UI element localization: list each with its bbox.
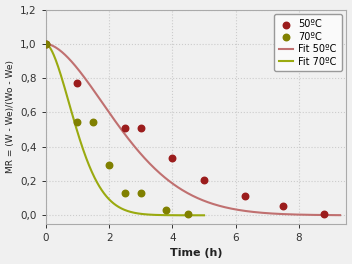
- Fit 70ºC: [106, 197, 111, 200]
- 70ºC: [90, 120, 96, 124]
- 50ºC: [122, 126, 128, 130]
- Fit 70ºC: [143, 213, 147, 216]
- Fit 50ºC: [338, 214, 342, 217]
- 50ºC: [321, 211, 327, 216]
- Fit 50ºC: [229, 207, 233, 210]
- Fit 50ºC: [258, 211, 262, 214]
- 70ºC: [75, 120, 80, 124]
- 70ºC: [122, 191, 128, 195]
- Y-axis label: MR = (W - We)/(Wo - We): MR = (W - We)/(Wo - We): [6, 60, 14, 173]
- Fit 70ºC: [95, 181, 100, 185]
- Fit 70ºC: [158, 214, 162, 217]
- 70ºC: [138, 191, 144, 195]
- Fit 70ºC: [63, 87, 67, 90]
- Fit 50ºC: [256, 211, 260, 214]
- Fit 50ºC: [140, 153, 144, 157]
- 50ºC: [201, 178, 207, 182]
- Fit 70ºC: [202, 214, 206, 217]
- Fit 70ºC: [44, 42, 48, 45]
- Fit 50ºC: [44, 42, 48, 45]
- 50ºC: [75, 81, 80, 85]
- 50ºC: [280, 204, 286, 208]
- 70ºC: [106, 163, 112, 167]
- Fit 50ºC: [160, 174, 164, 177]
- X-axis label: Time (h): Time (h): [170, 248, 222, 258]
- Line: Fit 50ºC: Fit 50ºC: [46, 44, 340, 215]
- 50ºC: [138, 126, 144, 130]
- Fit 70ºC: [159, 214, 163, 217]
- 70ºC: [163, 208, 169, 212]
- 70ºC: [43, 42, 49, 46]
- Fit 50ºC: [79, 72, 83, 75]
- 70ºC: [186, 212, 191, 216]
- 50ºC: [43, 42, 49, 46]
- 50ºC: [242, 194, 248, 199]
- Line: Fit 70ºC: Fit 70ºC: [46, 44, 204, 215]
- 50ºC: [170, 156, 175, 160]
- Legend: 50ºC, 70ºC, Fit 50ºC, Fit 70ºC: 50ºC, 70ºC, Fit 50ºC, Fit 70ºC: [274, 15, 341, 72]
